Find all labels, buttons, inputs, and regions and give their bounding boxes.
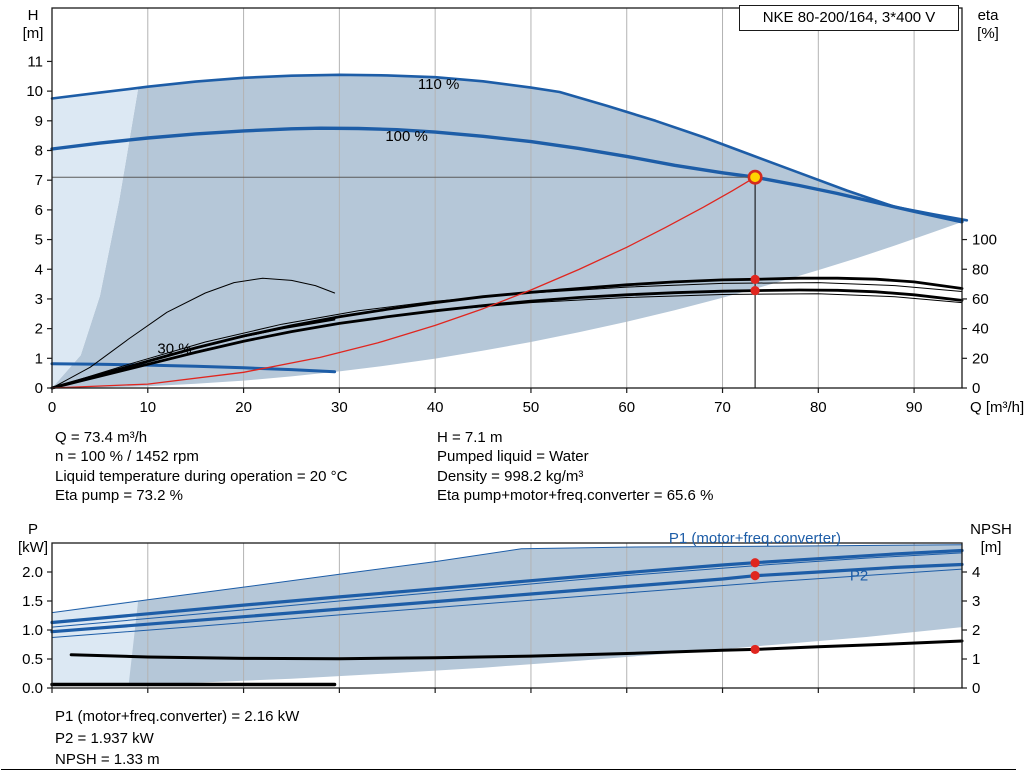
y-left-tick-label: 0.5 [22, 651, 43, 668]
y-right-tick-label: 1 [972, 651, 980, 668]
curve-label: 30 % [157, 340, 191, 357]
y-left-axis-label: P [28, 521, 38, 538]
x-tick-label: 70 [714, 399, 731, 416]
curve-eta-pump-motor-freq [50, 288, 964, 390]
duty-marker-dot [750, 274, 760, 284]
pump-title-box: NKE 80-200/164, 3*400 V [739, 5, 959, 31]
x-tick-label: 40 [427, 399, 444, 416]
region-low-flow-region [52, 88, 139, 388]
info-line-head: H = 7.1 m [437, 429, 503, 446]
curve-npsh [69, 639, 964, 661]
x-tick-label: 80 [810, 399, 827, 416]
x-tick-label: 0 [48, 399, 56, 416]
info-line-density: Density = 998.2 kg/m³ [437, 467, 584, 485]
y-left-tick-label: 8 [35, 143, 43, 160]
y-right-axis-label: NPSH [970, 521, 1012, 538]
y-left-tick-label: 0 [35, 380, 43, 397]
y-left-axis-label: H [28, 7, 39, 24]
y-right-tick-label: 0 [972, 680, 980, 697]
y-right-tick-label: 0 [972, 380, 980, 397]
curve-label: P1 (motor+freq.converter) [669, 530, 841, 547]
curve-label: 110 % [418, 76, 459, 93]
y-left-tick-label: 9 [35, 113, 43, 130]
y-right-tick-label: 40 [972, 321, 989, 338]
curve-label: P2 [850, 568, 868, 585]
curve-p2-110pct [51, 552, 963, 628]
x-tick-label: 60 [618, 399, 635, 416]
x-tick-label: 90 [906, 399, 923, 416]
power-npsh-chart[interactable]: 0.0 0.5 1.0 1.5 2.0 0 1 2 3 4 P[kW] NPSH[m] P1 (moto… [0, 518, 1024, 708]
info-line-flow: Q = 73.4 m³/h [55, 429, 148, 446]
curve-head-100pct [50, 126, 964, 224]
x-tick-label: 10 [139, 399, 156, 416]
y-left-axis-label: [m] [23, 25, 44, 42]
curve-p2 [50, 562, 964, 634]
curve-p-thin-low [51, 568, 963, 638]
duty-info-right: H = 7.1 m Pumped liquid = Water Density … [437, 428, 713, 505]
y-left-tick-label: 1.0 [22, 622, 43, 639]
curve-p1-motor-freq [50, 548, 964, 625]
duty-info-left: Q = 73.4 m³/h n = 100 % / 1452 rpm Liqui… [55, 428, 347, 505]
curve-system-curve [51, 176, 756, 389]
y-left-tick-label: 0.0 [22, 680, 43, 697]
info-line-npsh: NPSH = 1.33 m [55, 751, 160, 768]
operating-point-marker[interactable] [747, 169, 763, 185]
x-tick-label: 50 [523, 399, 540, 416]
hq-eta-chart[interactable]: 0 1 2 3 4 5 6 7 8 9 10 11 0 20 40 60 80 100 0 10 20 30 40 50 60 7… [0, 0, 1024, 430]
y-right-axis-label: [%] [977, 25, 999, 42]
y-right-axis-label: [m] [981, 539, 1002, 556]
y-right-tick-label: 80 [972, 261, 989, 278]
curve-eta-thin-a [51, 282, 963, 389]
y-left-tick-label: 4 [35, 261, 43, 278]
y-left-tick-label: 2.0 [22, 564, 43, 581]
power-info: P1 (motor+freq.converter) = 2.16 kW P2 =… [55, 706, 299, 771]
report-divider [1, 769, 1016, 770]
y-right-tick-label: 4 [972, 564, 980, 581]
y-right-tick-label: 60 [972, 291, 989, 308]
region-low-flow-region [52, 600, 139, 687]
y-left-tick-label: 11 [27, 53, 43, 70]
y-left-tick-label: 1 [35, 350, 43, 367]
curve-eta-reduced-speed-arc [51, 277, 336, 389]
curve-eta-thin-b [51, 293, 963, 389]
curve-eta-30pct [51, 318, 336, 389]
curve-head-30pct [50, 362, 337, 374]
y-left-tick-label: 7 [35, 172, 43, 189]
x-axis-label: Q [m³/h] [970, 399, 1024, 416]
y-left-tick-label: 5 [35, 232, 43, 249]
region-power-envelope [52, 544, 962, 687]
y-left-tick-label: 1.5 [22, 593, 43, 610]
y-left-tick-label: 3 [35, 291, 43, 308]
info-line-p1: P1 (motor+freq.converter) = 2.16 kW [55, 708, 300, 725]
info-line-speed: n = 100 % / 1452 rpm [55, 448, 199, 466]
y-right-axis-label: eta [978, 7, 1000, 24]
curve-head-110pct [50, 73, 969, 222]
plot-frame [51, 7, 963, 389]
duty-marker-dot [750, 571, 760, 581]
y-left-axis-label: [kW] [18, 539, 48, 556]
x-tick-label: 20 [235, 399, 252, 416]
info-line-p2: P2 = 1.937 kW [55, 729, 154, 747]
curve-label: 100 % [385, 128, 428, 145]
y-right-tick-label: 2 [972, 622, 980, 639]
info-line-liquid-temp: Liquid temperature during operation = 20… [55, 467, 348, 485]
y-right-tick-label: 3 [972, 593, 980, 610]
y-left-tick-label: 10 [26, 83, 43, 100]
duty-marker-dot [750, 558, 760, 568]
region-operating-envelope [52, 74, 967, 389]
info-line-pumped-liquid: Pumped liquid = Water [437, 448, 589, 466]
x-tick-label: 30 [331, 399, 348, 416]
y-left-tick-label: 2 [35, 321, 43, 338]
curve-p1-110pct [51, 544, 963, 614]
duty-marker-dot [750, 644, 760, 655]
plot-frame [51, 542, 963, 689]
info-line-eta-pump: Eta pump = 73.2 % [55, 486, 183, 504]
y-right-tick-label: 20 [972, 350, 989, 367]
duty-marker-dot [750, 286, 760, 296]
info-line-eta-total: Eta pump+motor+freq.converter = 65.6 % [437, 486, 714, 504]
y-left-tick-label: 6 [35, 202, 43, 219]
y-right-tick-label: 100 [972, 232, 997, 249]
